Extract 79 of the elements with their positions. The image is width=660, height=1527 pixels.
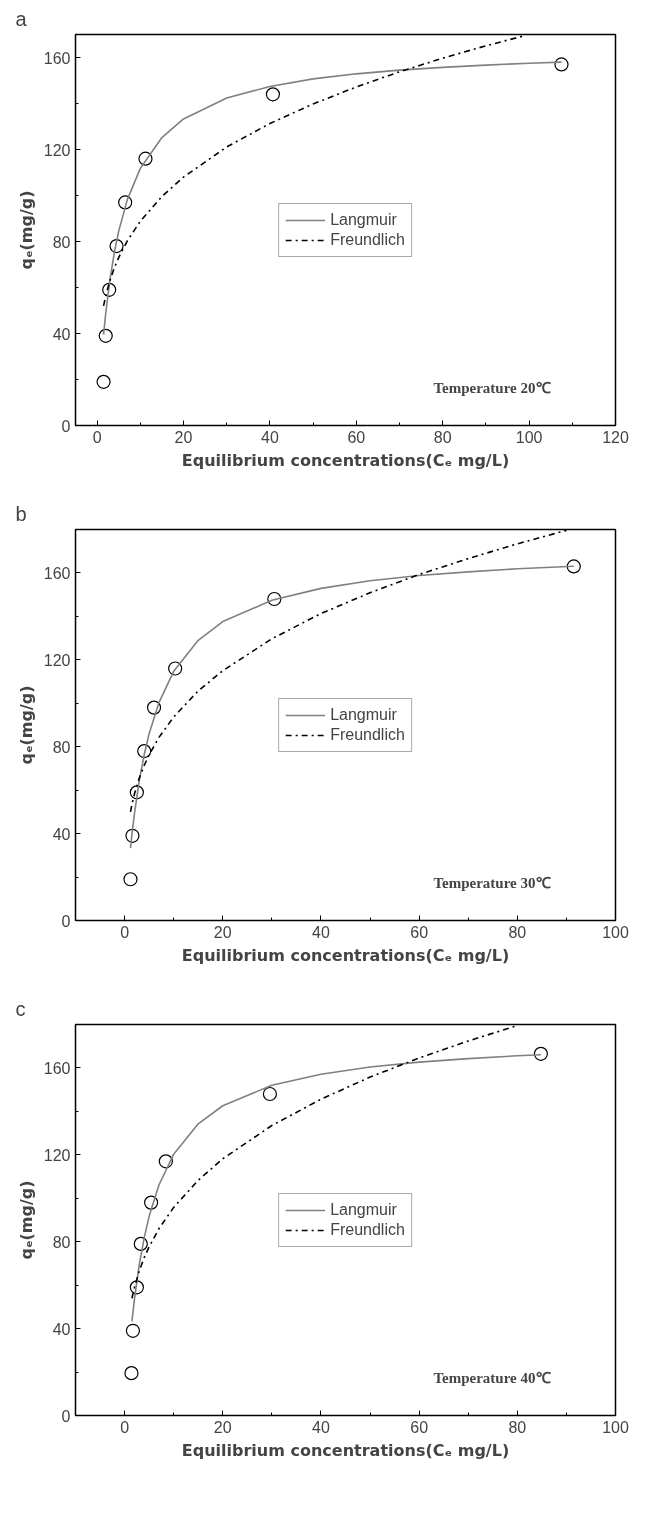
x-tick-label: 0	[120, 1418, 130, 1436]
chart-title: c	[15, 997, 26, 1020]
x-tick-label: 60	[410, 923, 429, 941]
point	[265, 87, 281, 102]
point	[158, 1154, 173, 1169]
point	[124, 1366, 139, 1381]
x-tick-label: 20	[213, 1418, 232, 1436]
x-axis-title: Equilibrium concentrations(Cₑ mg/L)	[181, 450, 510, 470]
x-tick-label: 40	[312, 923, 330, 941]
point	[144, 1195, 159, 1210]
x-tick-label: 20	[174, 428, 193, 446]
point	[123, 872, 138, 887]
y-tick-label: 0	[61, 912, 71, 930]
point	[125, 828, 140, 843]
legend-label: Freundlich	[330, 1220, 405, 1239]
annotation: Temperature 20℃	[433, 379, 551, 396]
x-tick-label: 40	[312, 1418, 330, 1436]
y-axis-title: qₑ(mg/g)	[16, 190, 36, 270]
point	[554, 57, 569, 72]
point	[137, 743, 152, 759]
point	[146, 700, 162, 715]
x-axis-title: Equilibrium concentrations(Cₑ mg/L)	[181, 945, 510, 965]
legend-label: Freundlich	[330, 230, 405, 249]
point	[125, 1323, 141, 1338]
point	[102, 282, 117, 297]
y-tick-label: 160	[43, 1059, 71, 1077]
y-tick-label: 80	[52, 233, 71, 251]
annotation: Temperature 30℃	[433, 874, 551, 891]
y-tick-label: 40	[52, 325, 71, 343]
legend-label: Langmuir	[330, 1200, 397, 1219]
y-tick-label: 160	[43, 564, 71, 582]
point	[129, 1280, 144, 1295]
legend-label: Freundlich	[330, 725, 405, 744]
x-tick-label: 0	[120, 923, 130, 941]
point	[566, 559, 581, 574]
y-tick-label: 0	[61, 417, 71, 435]
x-tick-label: 80	[433, 428, 452, 446]
y-tick-label: 160	[43, 49, 71, 67]
x-tick-label: 120	[602, 428, 629, 446]
x-tick-label: 40	[261, 428, 279, 446]
y-tick-label: 40	[52, 1320, 71, 1338]
y-axis-title: qₑ(mg/g)	[16, 685, 36, 765]
point	[168, 661, 183, 676]
point	[109, 239, 124, 254]
x-tick-label: 100	[602, 923, 629, 941]
x-tick-label: 100	[515, 428, 543, 446]
y-tick-label: 0	[61, 1407, 71, 1425]
point	[262, 1086, 277, 1102]
point	[118, 195, 133, 210]
x-tick-label: 100	[602, 1418, 629, 1436]
y-tick-label: 120	[43, 1146, 71, 1164]
y-tick-label: 80	[52, 738, 71, 756]
x-tick-label: 20	[213, 923, 232, 941]
y-tick-label: 80	[52, 1233, 71, 1251]
point	[98, 328, 113, 343]
line-series	[102, 61, 563, 336]
annotation: Temperature 40℃	[433, 1369, 551, 1386]
point	[533, 1046, 548, 1061]
y-tick-label: 120	[43, 141, 71, 159]
chart-title: b	[15, 502, 27, 525]
y-tick-label: 120	[43, 651, 71, 669]
point	[138, 151, 153, 166]
point	[133, 1236, 148, 1251]
x-tick-label: 0	[92, 428, 102, 446]
x-tick-label: 60	[347, 428, 366, 446]
x-axis-title: Equilibrium concentrations(Cₑ mg/L)	[181, 1440, 510, 1460]
y-tick-label: 40	[52, 825, 71, 843]
x-tick-label: 80	[508, 1418, 527, 1436]
y-axis-title: qₑ(mg/g)	[16, 1180, 36, 1260]
line-series	[131, 1053, 542, 1323]
x-tick-label: 60	[410, 1418, 429, 1436]
point	[96, 374, 111, 389]
legend-label: Langmuir	[330, 705, 397, 724]
chart-title: a	[15, 7, 28, 30]
point	[129, 785, 144, 800]
line-series	[129, 565, 575, 849]
legend-label: Langmuir	[330, 210, 397, 229]
x-tick-label: 80	[508, 923, 527, 941]
point	[267, 591, 282, 607]
